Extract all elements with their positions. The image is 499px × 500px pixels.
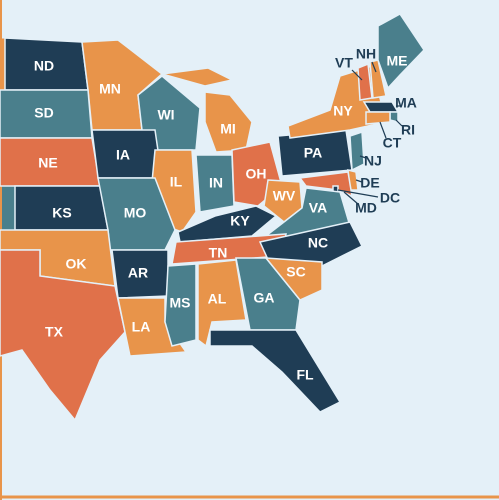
state-shape [209,329,342,413]
state-label: MN [99,81,121,97]
leader-line [371,61,377,73]
state-shape [0,249,126,422]
leader-line [351,69,363,81]
state-label: NC [308,235,328,251]
state-label: SD [34,105,53,121]
state-label: CT [383,135,402,151]
leader-line [379,121,387,139]
state-label: WI [157,107,174,123]
state-label: DC [380,190,400,206]
state-label: KS [52,205,71,221]
state-label: FL [296,367,314,383]
state-label: VT [335,55,353,71]
state-label: OK [66,256,87,272]
state-label: AL [208,291,227,307]
state-shape [369,59,387,99]
state-label: ND [34,58,54,74]
state-label: WV [273,188,296,204]
state-label: VA [309,200,327,216]
leader-line [395,119,403,127]
state-label: RI [401,122,415,138]
state-shape [164,263,197,347]
leader-line [337,189,379,198]
state-label: MS [170,295,191,311]
state-label: SC [286,264,305,280]
state-label: NE [38,155,57,171]
state-label: NH [356,46,376,62]
state-label: NJ [364,153,382,169]
state-label: OH [246,166,267,182]
state-shape [365,111,391,125]
state-shape [377,13,425,90]
state-label: PA [304,145,322,161]
state-shape [349,130,365,172]
state-shape [235,257,301,331]
state-label: IN [209,175,223,191]
state-label: MD [355,200,377,216]
state-label: IA [116,147,130,163]
state-shape [117,297,188,357]
state-label: ME [387,53,408,69]
state-label: AR [128,265,148,281]
state-label: NY [333,103,353,119]
state-label: IL [170,174,183,190]
state-shape [362,101,400,113]
state-label: MA [395,95,417,111]
state-label: TX [45,324,64,340]
state-shape [264,257,323,301]
state-shape [195,154,235,213]
leader-line [359,155,367,159]
leader-line [355,179,363,183]
state-label: LA [132,319,151,335]
state-label: TN [209,245,228,261]
state-shape [357,62,373,101]
state-edge [0,185,16,231]
state-label: MI [220,121,236,137]
state-label: DE [360,175,379,191]
state-label: KY [230,213,250,229]
leader-line [343,191,359,205]
state-label: MO [124,205,147,221]
state-label: GA [254,290,275,306]
